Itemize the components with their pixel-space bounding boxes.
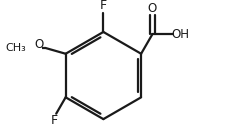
Text: CH₃: CH₃ — [6, 43, 27, 53]
Text: F: F — [99, 0, 106, 12]
Text: O: O — [147, 2, 156, 15]
Text: O: O — [35, 38, 44, 51]
Text: F: F — [51, 114, 58, 128]
Text: OH: OH — [171, 28, 189, 41]
